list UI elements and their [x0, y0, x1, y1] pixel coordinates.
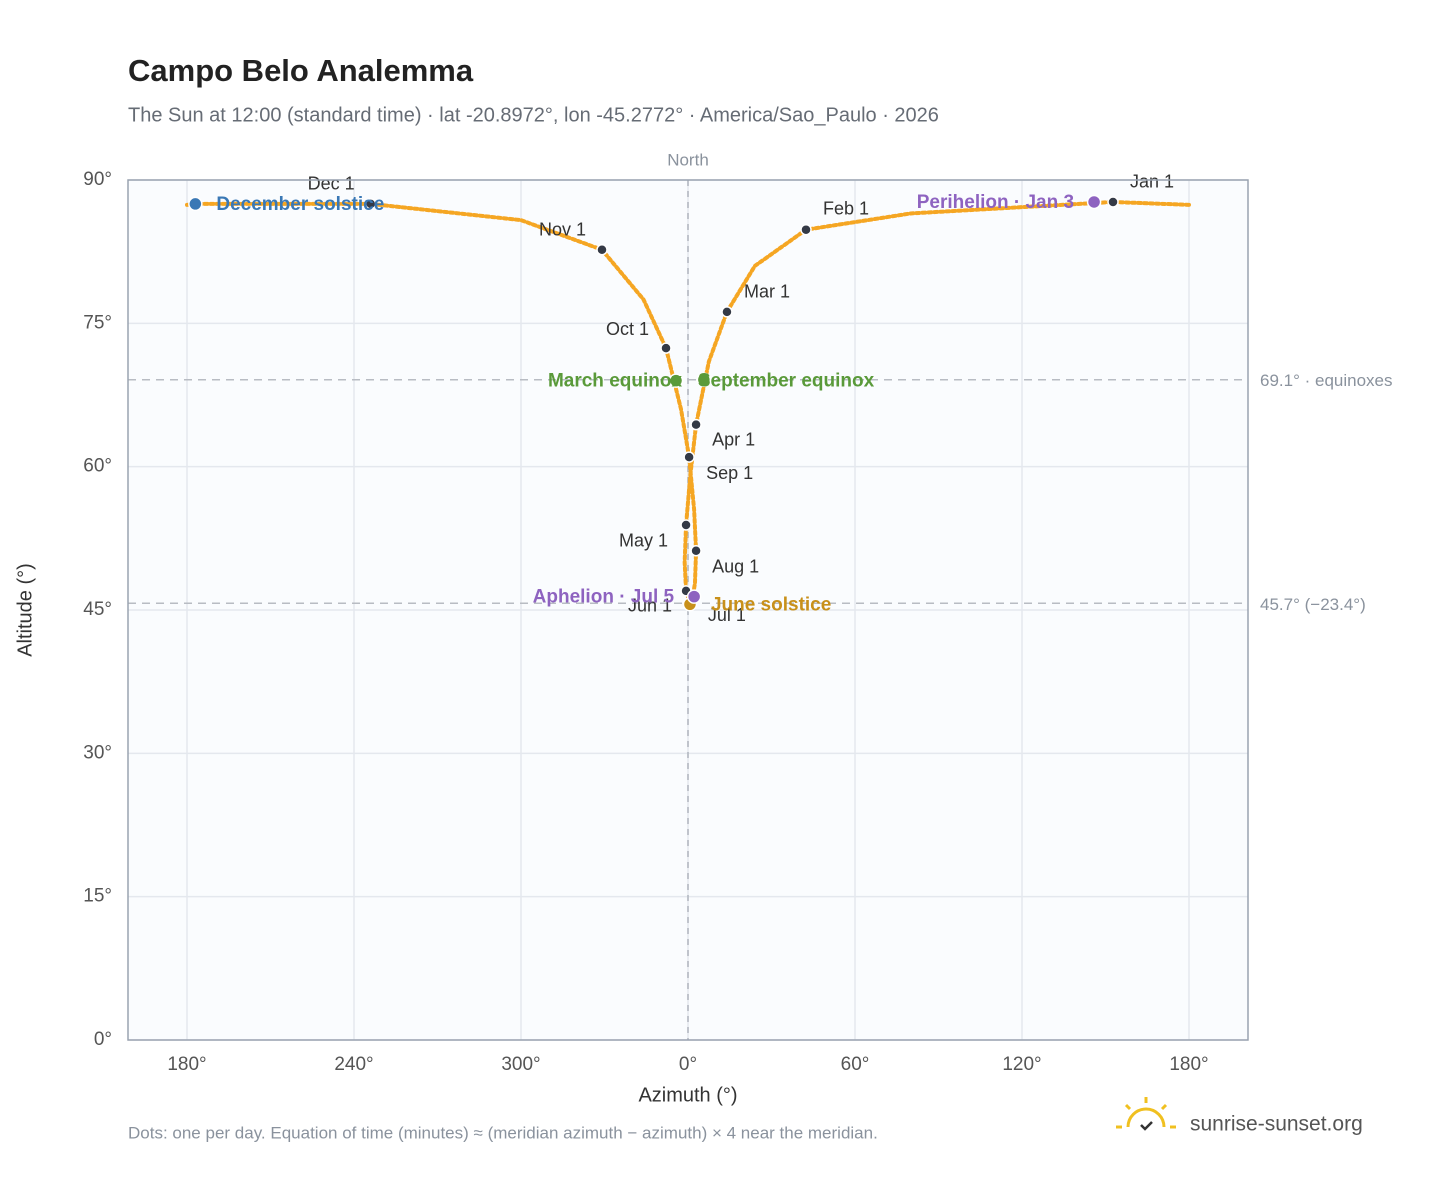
- x-tick-label: 180°: [167, 1054, 206, 1075]
- x-tick-label: 240°: [334, 1054, 373, 1075]
- month-label: Dec 1: [308, 174, 355, 194]
- month-label: Nov 1: [539, 220, 586, 240]
- event-label: June solstice: [711, 594, 831, 615]
- y-tick-label: 60°: [83, 456, 112, 477]
- month-marker: [596, 244, 608, 256]
- month-marker: [690, 545, 702, 557]
- month-label: Feb 1: [823, 198, 869, 218]
- event-marker: [696, 372, 712, 387]
- month-label: May 1: [619, 531, 668, 551]
- x-tick-label: 60°: [841, 1054, 870, 1075]
- y-tick-label: 15°: [83, 886, 112, 907]
- brand: sunrise-sunset.org: [1190, 1113, 1363, 1136]
- event-label: Perihelion · Jan 3: [917, 192, 1074, 213]
- chart-title: Campo Belo Analemma: [128, 53, 474, 88]
- chart-subtitle: The Sun at 12:00 (standard time) · lat -…: [128, 104, 939, 126]
- month-marker: [800, 223, 812, 236]
- month-marker: [721, 306, 733, 318]
- month-label: Mar 1: [744, 282, 790, 302]
- x-tick-label: 180°: [1169, 1054, 1208, 1075]
- x-tick-label: 300°: [501, 1054, 540, 1075]
- reference-label: 69.1° · equinoxes: [1260, 371, 1393, 390]
- month-marker: [690, 418, 702, 431]
- event-marker: [1086, 194, 1102, 210]
- month-marker: [1107, 196, 1119, 208]
- north-label: North: [667, 150, 709, 169]
- month-marker: [680, 519, 692, 531]
- plot-frame: [127, 179, 1249, 1041]
- footnote: Dots: one per day. Equation of time (min…: [128, 1123, 878, 1142]
- month-marker: [683, 451, 695, 463]
- month-marker: [660, 342, 672, 354]
- month-label: Sep 1: [706, 463, 753, 483]
- month-label: Jan 1: [1130, 172, 1174, 192]
- month-label: Apr 1: [712, 429, 755, 449]
- y-tick-label: 90°: [83, 169, 112, 190]
- x-tick-label: 120°: [1002, 1054, 1041, 1075]
- x-axis-title: Azimuth (°): [638, 1084, 737, 1106]
- event-marker: [686, 589, 702, 604]
- y-tick-label: 45°: [83, 599, 112, 620]
- month-marker: [364, 198, 377, 210]
- reference-label: 45.7° (−23.4°): [1260, 595, 1366, 614]
- event-label: March equinox: [548, 371, 683, 392]
- x-tick-label: 0°: [679, 1054, 697, 1075]
- event-label: Aphelion · Jul 5: [533, 587, 675, 608]
- month-label: Jul 1: [708, 605, 746, 625]
- event-marker: [188, 196, 203, 212]
- event-label: December solstice: [216, 194, 384, 215]
- event-marker: [668, 373, 684, 388]
- brand-logo: [1116, 1097, 1176, 1131]
- event-label: September equinox: [698, 371, 875, 392]
- month-label: Oct 1: [606, 319, 649, 339]
- y-axis-title: Altitude (°): [14, 563, 36, 657]
- month-label: Jun 1: [628, 596, 672, 616]
- y-tick-label: 75°: [83, 312, 112, 333]
- month-label: Aug 1: [712, 557, 759, 577]
- y-tick-label: 0°: [94, 1029, 112, 1050]
- y-tick-label: 30°: [83, 742, 112, 763]
